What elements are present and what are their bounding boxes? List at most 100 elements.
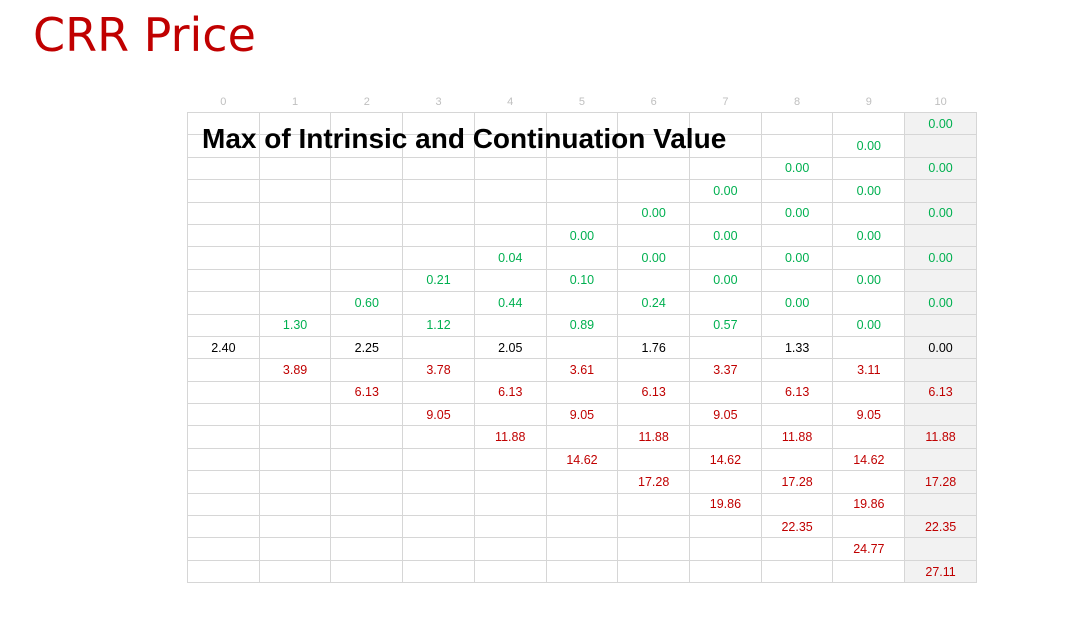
table-cell bbox=[760, 559, 834, 584]
table-cell: 0.00 bbox=[832, 268, 906, 293]
table-cell bbox=[473, 156, 547, 181]
table-cell bbox=[617, 559, 691, 584]
table-row: 0.04 0.00 0.00 0.00 bbox=[187, 246, 977, 270]
table-cell bbox=[473, 470, 547, 494]
table-row: 19.86 19.86 bbox=[187, 492, 977, 517]
table-cell bbox=[689, 246, 762, 270]
table-cell bbox=[617, 403, 691, 427]
table-cell bbox=[258, 134, 332, 158]
table-cell bbox=[258, 470, 332, 494]
table-cell bbox=[258, 291, 332, 315]
table-cell bbox=[617, 134, 691, 158]
table-cell bbox=[617, 313, 691, 337]
table-cell: 1.33 bbox=[760, 335, 834, 360]
table-cell bbox=[187, 470, 260, 494]
table-cell bbox=[617, 515, 691, 539]
table-cell bbox=[545, 559, 619, 584]
table-cell: 6.13 bbox=[760, 380, 834, 405]
table-cell bbox=[402, 425, 475, 449]
table-cell bbox=[904, 223, 977, 248]
table-cell bbox=[545, 111, 619, 136]
table-cell: 0.00 bbox=[689, 223, 762, 248]
table-cell: 19.86 bbox=[689, 492, 762, 517]
step-header-row: 0 1 2 3 4 5 6 7 8 9 10 bbox=[188, 92, 977, 113]
table-cell: 0.00 bbox=[832, 223, 906, 248]
table-cell: 0.60 bbox=[330, 291, 404, 315]
table-cell bbox=[402, 537, 475, 561]
table-cell: 6.13 bbox=[473, 380, 547, 405]
table-cell bbox=[187, 515, 260, 539]
table-cell bbox=[258, 447, 332, 472]
table-cell: 0.04 bbox=[473, 246, 547, 270]
table-cell bbox=[330, 223, 404, 248]
table-cell: 9.05 bbox=[545, 403, 619, 427]
table-cell bbox=[760, 179, 834, 203]
table-row: 0.60 0.44 0.24 0.00 0.00 bbox=[187, 291, 977, 315]
table-cell: 0.10 bbox=[545, 268, 619, 293]
table-cell: 3.89 bbox=[258, 358, 332, 382]
table-cell bbox=[545, 492, 619, 517]
table-cell bbox=[258, 559, 332, 584]
table-cell bbox=[258, 201, 332, 225]
table-cell: 9.05 bbox=[832, 403, 906, 427]
table-cell: 6.13 bbox=[617, 380, 691, 405]
table-cell: 22.35 bbox=[760, 515, 834, 539]
table-cell bbox=[330, 111, 404, 136]
table-cell bbox=[258, 111, 332, 136]
table-cell bbox=[330, 201, 404, 225]
table-cell bbox=[187, 380, 260, 405]
table-cell bbox=[760, 111, 834, 136]
table-cell: 2.25 bbox=[330, 335, 404, 360]
table-cell bbox=[689, 380, 762, 405]
table-cell: 17.28 bbox=[904, 470, 977, 494]
table-cell bbox=[545, 201, 619, 225]
table-cell: 1.12 bbox=[402, 313, 475, 337]
table-cell bbox=[760, 134, 834, 158]
table-cell bbox=[402, 179, 475, 203]
table-cell: 9.05 bbox=[689, 403, 762, 427]
table-cell bbox=[187, 358, 260, 382]
table-cell: 3.11 bbox=[832, 358, 906, 382]
table-cell bbox=[402, 559, 475, 584]
table-cell bbox=[473, 111, 547, 136]
table-cell bbox=[258, 425, 332, 449]
table-cell bbox=[187, 313, 260, 337]
table-cell: 0.00 bbox=[689, 268, 762, 293]
table-cell bbox=[402, 134, 475, 158]
table-cell bbox=[760, 268, 834, 293]
step-header-cell: 9 bbox=[865, 96, 872, 108]
table-cell bbox=[760, 223, 834, 248]
table-cell bbox=[689, 335, 762, 360]
table-cell bbox=[904, 447, 977, 472]
table-cell bbox=[545, 537, 619, 561]
table-cell: 0.00 bbox=[760, 201, 834, 225]
table-cell: 0.00 bbox=[904, 111, 977, 136]
table-cell bbox=[402, 492, 475, 517]
table-cell: 0.57 bbox=[689, 313, 762, 337]
table-cell bbox=[832, 559, 906, 584]
table-cell bbox=[330, 470, 404, 494]
table-cell: 1.30 bbox=[258, 313, 332, 337]
table-cell: 0.00 bbox=[904, 335, 977, 360]
table-cell: 0.00 bbox=[617, 246, 691, 270]
step-header-cell: 6 bbox=[650, 96, 657, 108]
table-cell bbox=[904, 403, 977, 427]
table-cell bbox=[402, 291, 475, 315]
table-cell bbox=[689, 470, 762, 494]
table-cell bbox=[760, 537, 834, 561]
binomial-tree-grid: 0 1 2 3 4 5 6 7 8 9 10 0.00 0.00 0.00 0.00 0.00 0.00 0.00… bbox=[187, 92, 977, 584]
table-cell: 2.05 bbox=[473, 335, 547, 360]
table-cell bbox=[402, 246, 475, 270]
table-cell bbox=[904, 179, 977, 203]
table-cell bbox=[904, 358, 977, 382]
step-header-cell: 4 bbox=[507, 96, 514, 108]
table-cell: 19.86 bbox=[832, 492, 906, 517]
table-cell bbox=[402, 156, 475, 181]
table-cell bbox=[258, 246, 332, 270]
table-row: 3.89 3.78 3.61 3.37 3.11 bbox=[187, 358, 977, 382]
step-header-cell: 2 bbox=[363, 96, 370, 108]
table-cell bbox=[617, 537, 691, 561]
table-cell bbox=[187, 111, 260, 136]
table-cell bbox=[187, 223, 260, 248]
table-cell bbox=[330, 425, 404, 449]
